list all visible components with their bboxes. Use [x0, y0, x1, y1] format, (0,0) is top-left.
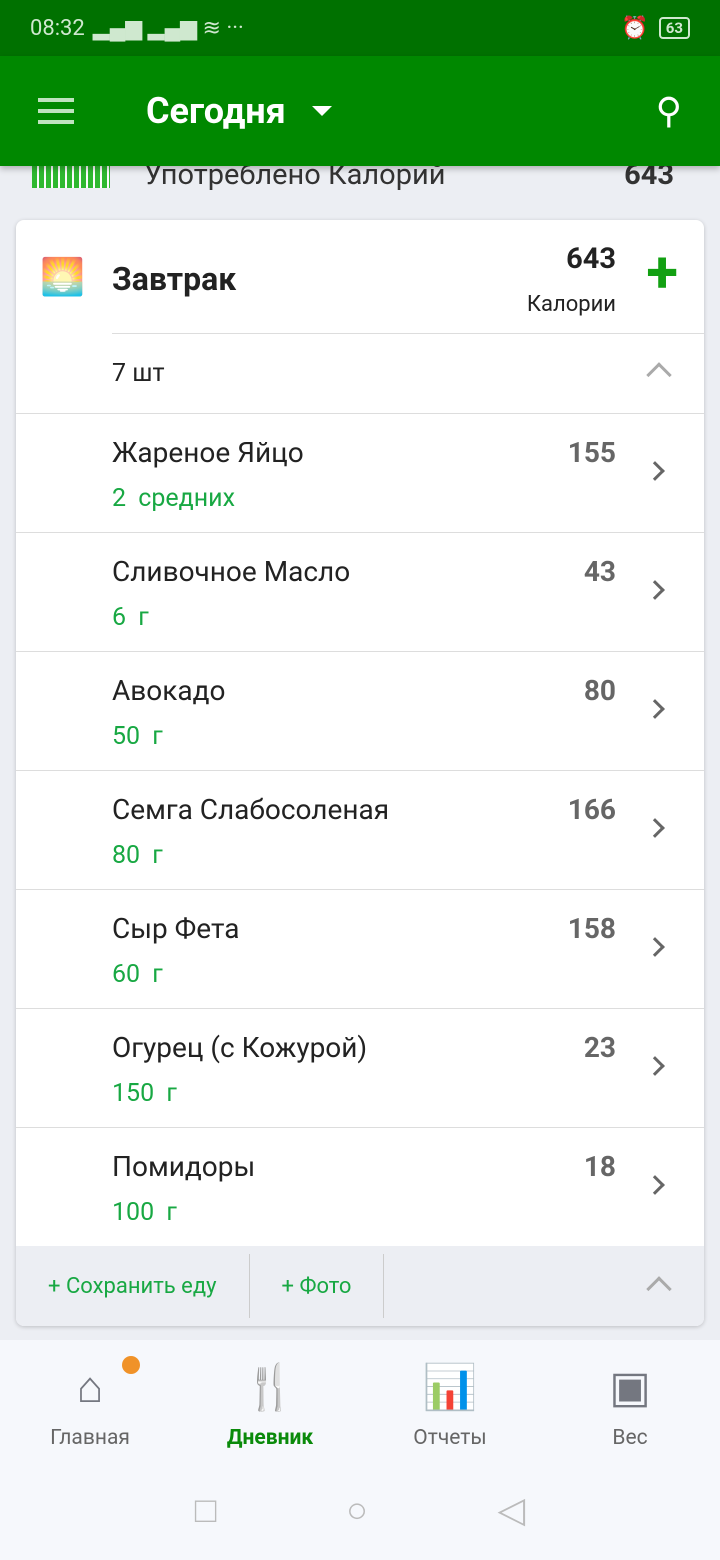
collapse-card-icon[interactable] [646, 1276, 672, 1302]
food-quantity: 80 г [112, 841, 163, 870]
food-quantity: 50 г [112, 722, 163, 751]
save-food-button[interactable]: + Сохранить еду [16, 1254, 250, 1318]
tab-label: Дневник [226, 1426, 314, 1450]
chevron-right-icon [645, 461, 665, 481]
food-quantity: 150 г [112, 1079, 177, 1108]
food-item[interactable]: Сливочное Масло 6 г 43 [16, 532, 704, 651]
food-name: Сливочное Масло [112, 555, 351, 588]
meal-calories-label: Калории [526, 292, 616, 317]
chevron-right-icon [645, 1056, 665, 1076]
chevron-right-icon [645, 699, 665, 719]
food-name: Жареное Яйцо [112, 436, 304, 469]
food-calories: 158 [567, 912, 616, 945]
battery-icon: 63 [658, 17, 690, 39]
dropdown-caret-icon[interactable] [311, 106, 332, 116]
food-quantity: 100 г [112, 1198, 177, 1227]
menu-icon[interactable] [38, 91, 74, 131]
home-icon: ⌂ [76, 1361, 104, 1413]
food-item[interactable]: Помидоры 100 г 18 [16, 1127, 704, 1246]
food-calories: 18 [583, 1150, 616, 1183]
clock: 08:32 [30, 15, 85, 41]
tab-label: Главная [50, 1426, 130, 1450]
status-bar: 08:32 ▂▄▆ ▂▄▆ ≋ ··· ⏰ 63 [0, 0, 720, 56]
meal-title: Завтрак [112, 260, 237, 298]
food-calories: 166 [567, 793, 616, 826]
reports-icon: 📊 [422, 1361, 478, 1413]
notification-dot [122, 1356, 140, 1374]
item-count: 7 шт [112, 359, 165, 388]
fork-knife-icon: 🍴 [242, 1361, 298, 1413]
bottom-nav: ⌂ Главная 🍴 Дневник 📊 Отчеты ▣ Вес [0, 1340, 720, 1460]
scale-icon: ▣ [609, 1361, 651, 1413]
tab-diary[interactable]: 🍴 Дневник [180, 1340, 360, 1460]
food-name: Помидоры [112, 1150, 256, 1183]
recents-button[interactable]: □ [194, 1489, 217, 1531]
food-item[interactable]: Семга Слабосоленая 80 г 166 [16, 770, 704, 889]
meal-card-breakfast: 🌅 Завтрак 643 Калории + 7 шт Жареное Яйц… [16, 220, 704, 1326]
food-calories: 80 [583, 674, 616, 707]
app-bar: Сегодня ⚲ [0, 56, 720, 166]
alarm-icon: ⏰ [621, 15, 649, 41]
date-selector[interactable]: Сегодня [146, 90, 286, 132]
food-calories: 43 [583, 555, 616, 588]
tab-label: Вес [612, 1426, 648, 1450]
search-icon[interactable]: ⚲ [655, 90, 682, 132]
sunrise-icon: 🌅 [40, 256, 85, 298]
tab-label: Отчеты [413, 1426, 487, 1450]
collapse-icon[interactable] [646, 362, 672, 388]
food-item[interactable]: Огурец (с Кожурой) 150 г 23 [16, 1008, 704, 1127]
food-item[interactable]: Жареное Яйцо 2 средних 155 [16, 413, 704, 532]
tab-reports[interactable]: 📊 Отчеты [360, 1340, 540, 1460]
add-food-button[interactable]: + [646, 239, 678, 307]
meal-calories: 643 [566, 242, 616, 276]
chevron-right-icon [645, 580, 665, 600]
food-quantity: 6 г [112, 603, 149, 632]
photo-button[interactable]: + Фото [250, 1254, 385, 1318]
food-item[interactable]: Авокадо 50 г 80 [16, 651, 704, 770]
calorie-grid-icon [32, 162, 110, 188]
back-button[interactable]: ◁ [497, 1489, 526, 1531]
food-quantity: 60 г [112, 960, 163, 989]
chevron-right-icon [645, 818, 665, 838]
home-button[interactable]: ○ [346, 1489, 368, 1531]
tab-weight[interactable]: ▣ Вес [540, 1340, 720, 1460]
food-calories: 155 [567, 436, 616, 469]
food-calories: 23 [583, 1031, 616, 1064]
item-count-row[interactable]: 7 шт [112, 333, 704, 413]
food-name: Авокадо [112, 674, 226, 707]
tab-home[interactable]: ⌂ Главная [0, 1340, 180, 1460]
food-quantity: 2 средних [112, 484, 235, 513]
food-name: Семга Слабосоленая [112, 793, 390, 826]
signal-icon: ▂▄▆ ▂▄▆ ≋ ··· [92, 16, 244, 41]
food-item[interactable]: Сыр Фета 60 г 158 [16, 889, 704, 1008]
food-name: Сыр Фета [112, 912, 240, 945]
system-nav: □ ○ ◁ [0, 1460, 720, 1560]
food-name: Огурец (с Кожурой) [112, 1031, 368, 1064]
chevron-right-icon [645, 937, 665, 957]
chevron-right-icon [645, 1175, 665, 1195]
